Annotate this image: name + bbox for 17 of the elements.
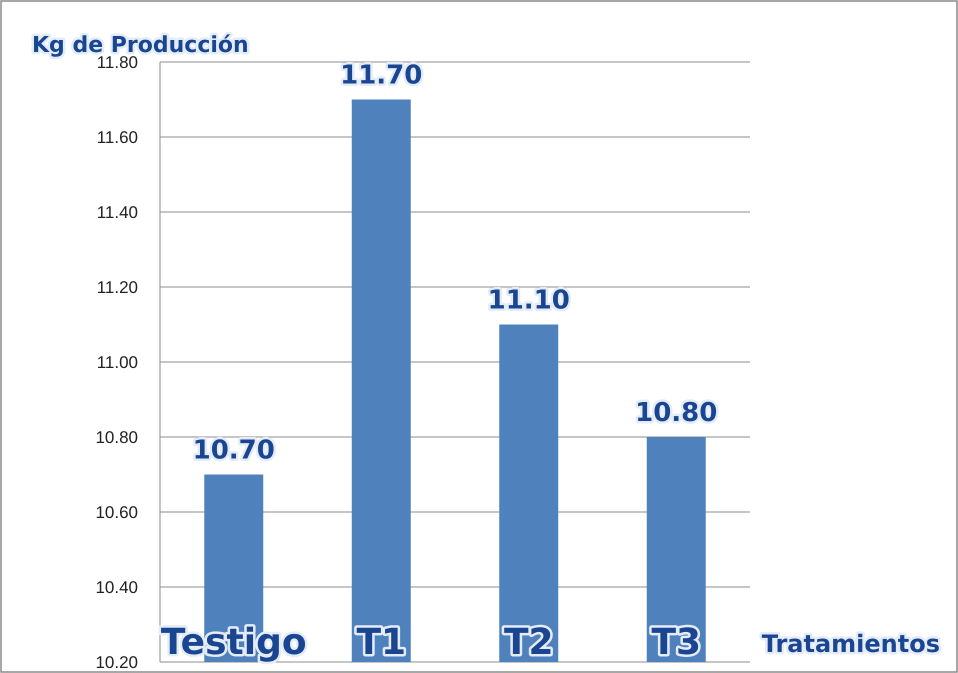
x-axis-title: Tratamientos [762,630,940,658]
y-tick-label: 10.60 [95,502,138,522]
x-tick-label: T3 [651,622,702,663]
y-tick-label: 11.40 [96,202,138,222]
y-tick-label: 11.80 [96,52,138,72]
y-tick-label: 10.20 [95,652,138,672]
y-tick-label: 11.00 [96,352,138,372]
y-tick-label: 11.20 [96,278,138,297]
data-label: 10.80 [635,398,718,428]
y-tick-label: 10.80 [95,428,138,447]
data-label: 11.70 [340,60,422,90]
data-label: 11.10 [488,286,570,316]
x-tick-label: T2 [504,622,554,663]
y-tick-label: 10.40 [95,578,138,597]
x-tick-label: T1 [356,622,406,663]
data-label: 10.70 [192,436,275,466]
y-tick-label: 11.60 [96,128,138,147]
